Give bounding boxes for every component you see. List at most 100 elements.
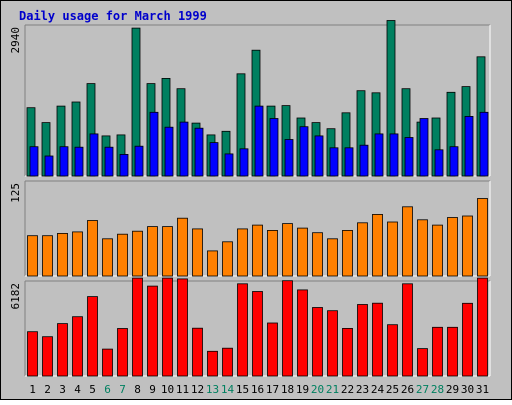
x-tick-label: 18 xyxy=(281,383,294,396)
bar-files-day-18 xyxy=(284,139,294,177)
bar-files-day-22 xyxy=(344,147,354,177)
bar-sites-day-15 xyxy=(237,228,248,277)
x-tick-label: 4 xyxy=(74,383,81,396)
x-tick-label: 19 xyxy=(296,383,309,396)
bar-kbytes-day-30 xyxy=(462,302,473,377)
bar-files-day-28 xyxy=(434,149,444,177)
bar-sites-day-19 xyxy=(297,227,308,277)
bar-kbytes-day-11 xyxy=(177,278,188,377)
y-tick-label: 2940 xyxy=(9,27,22,54)
bar-kbytes-day-12 xyxy=(192,327,203,377)
bar-files-day-5 xyxy=(89,133,99,177)
bar-sites-day-13 xyxy=(207,250,218,277)
bar-sites-day-14 xyxy=(222,241,233,277)
bar-files-day-16 xyxy=(254,105,264,177)
bar-kbytes-day-29 xyxy=(447,326,458,377)
x-tick-label: 11 xyxy=(176,383,189,396)
panel-sites: 125 xyxy=(9,180,491,277)
bar-files-day-20 xyxy=(314,135,324,177)
x-tick-label: 23 xyxy=(356,383,369,396)
bar-sites-day-11 xyxy=(177,217,188,277)
bar-sites-day-24 xyxy=(372,213,383,277)
bar-files-day-14 xyxy=(224,153,234,177)
bar-sites-day-9 xyxy=(147,226,158,277)
x-tick-label: 30 xyxy=(461,383,474,396)
x-axis: 1 2 3 4 5 6 7 8 9 10 11 12 13 14 15 16 17 18 19 20 21 22 23 24 2… xyxy=(29,383,489,396)
x-tick-label: 16 xyxy=(251,383,264,396)
x-tick-label: 15 xyxy=(236,383,249,396)
bar-files-day-23 xyxy=(359,144,369,177)
bar-files-day-15 xyxy=(239,148,249,177)
bar-sites-day-17 xyxy=(267,229,278,277)
bar-files-day-7 xyxy=(119,153,129,177)
x-tick-label: 3 xyxy=(59,383,66,396)
bar-files-day-12 xyxy=(194,127,204,177)
bar-sites-day-23 xyxy=(357,222,368,277)
bar-files-day-19 xyxy=(299,126,309,177)
bar-files-day-3 xyxy=(59,146,69,177)
x-tick-label: 24 xyxy=(371,383,385,396)
bar-kbytes-day-28 xyxy=(432,326,443,377)
bar-kbytes-day-4 xyxy=(72,316,83,377)
bar-files-day-9 xyxy=(149,111,159,177)
bar-sites-day-12 xyxy=(192,228,203,277)
x-tick-label: 9 xyxy=(149,383,156,396)
bar-files-day-13 xyxy=(209,142,219,177)
bar-kbytes-day-13 xyxy=(207,350,218,377)
bar-kbytes-day-21 xyxy=(327,310,338,377)
bar-kbytes-day-23 xyxy=(357,304,368,377)
bar-sites-day-4 xyxy=(72,231,83,277)
bar-kbytes-day-27 xyxy=(417,348,428,377)
bar-files-day-8 xyxy=(134,145,144,177)
chart-title: Daily usage for March 1999 xyxy=(19,9,207,23)
x-tick-label: 1 xyxy=(29,383,36,396)
bar-kbytes-day-22 xyxy=(342,327,353,377)
bar-files-day-1 xyxy=(29,146,39,177)
bar-sites-day-5 xyxy=(87,220,98,277)
bar-kbytes-day-5 xyxy=(87,296,98,377)
x-tick-label: 7 xyxy=(119,383,126,396)
y-tick-label: 125 xyxy=(9,183,22,203)
bar-kbytes-day-7 xyxy=(117,328,128,377)
bar-files-day-11 xyxy=(179,121,189,177)
bar-kbytes-day-20 xyxy=(312,307,323,377)
bar-sites-day-16 xyxy=(252,224,263,277)
bar-kbytes-day-24 xyxy=(372,302,383,377)
bar-files-day-2 xyxy=(44,155,54,177)
x-tick-label: 28 xyxy=(431,383,444,396)
x-tick-label: 22 xyxy=(341,383,354,396)
panel-kbytes: 6182 xyxy=(9,277,491,377)
bar-files-day-31 xyxy=(479,111,489,177)
x-tick-label: 2 xyxy=(44,383,51,396)
bar-sites-day-18 xyxy=(282,223,293,277)
x-tick-label: 21 xyxy=(326,383,339,396)
bar-sites-day-8 xyxy=(132,230,143,277)
bar-sites-day-20 xyxy=(312,232,323,277)
bar-sites-day-30 xyxy=(462,215,473,277)
bar-files-day-24 xyxy=(374,133,384,177)
bar-sites-day-21 xyxy=(327,238,338,277)
x-tick-label: 25 xyxy=(386,383,399,396)
bar-sites-day-28 xyxy=(432,224,443,277)
bar-files-day-21 xyxy=(329,147,339,177)
bar-kbytes-day-31 xyxy=(477,277,488,377)
bar-sites-day-29 xyxy=(447,217,458,277)
bar-files-day-27 xyxy=(419,118,429,177)
x-tick-label: 13 xyxy=(206,383,219,396)
bar-kbytes-day-14 xyxy=(222,347,233,377)
x-tick-label: 26 xyxy=(401,383,414,396)
x-tick-label: 8 xyxy=(134,383,141,396)
chart-panels: 2940 125 6182 xyxy=(9,20,491,377)
bar-kbytes-day-1 xyxy=(27,331,38,377)
bar-sites-day-10 xyxy=(162,226,173,277)
bar-kbytes-day-3 xyxy=(57,323,68,377)
bar-sites-day-2 xyxy=(42,235,53,277)
bar-kbytes-day-2 xyxy=(42,336,53,377)
bar-sites-day-31 xyxy=(477,198,488,277)
x-tick-label: 27 xyxy=(416,383,429,396)
bar-sites-day-1 xyxy=(27,235,38,277)
x-tick-label: 5 xyxy=(89,383,96,396)
bar-files-day-26 xyxy=(404,137,414,177)
x-tick-label: 29 xyxy=(446,383,459,396)
